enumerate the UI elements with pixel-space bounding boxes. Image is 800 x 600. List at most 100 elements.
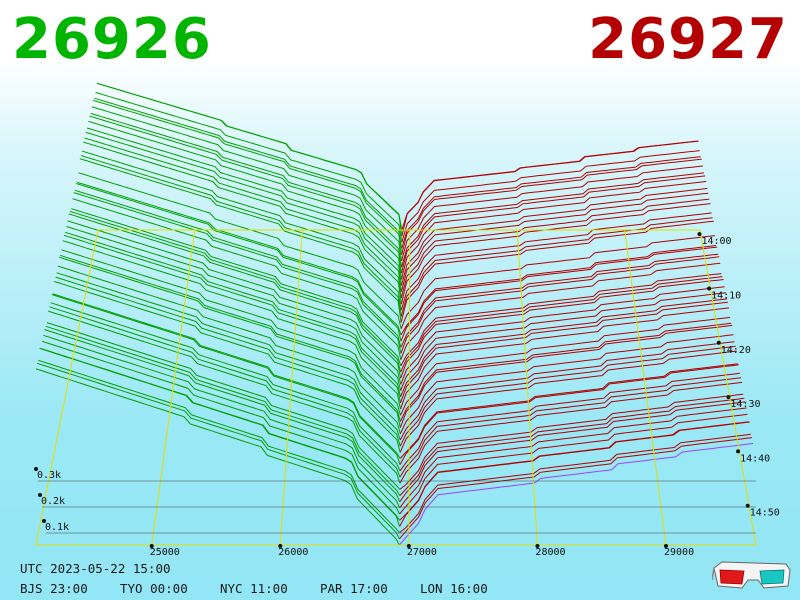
ask-depth-line bbox=[401, 140, 699, 237]
bid-depth-line bbox=[61, 249, 401, 416]
best-ask-price: 26927 bbox=[588, 7, 788, 72]
bid-depth-line bbox=[51, 294, 401, 465]
bid-depth-line bbox=[63, 234, 401, 403]
bid-depth-line bbox=[84, 137, 402, 298]
depth-tick-dot bbox=[42, 519, 46, 523]
ask-depth-line bbox=[399, 322, 732, 422]
price-grid-line bbox=[408, 229, 411, 546]
time-tick-label: 14:10 bbox=[711, 290, 741, 301]
bid-depth-line bbox=[50, 302, 401, 472]
time-tick-label: 14:50 bbox=[750, 508, 780, 519]
time-tick-dot bbox=[736, 449, 741, 454]
bid-depth-line bbox=[89, 115, 402, 274]
bid-depth-line bbox=[52, 293, 401, 459]
price-tick-label: 25000 bbox=[150, 547, 180, 558]
bid-depth-line bbox=[75, 183, 402, 342]
bid-depth-line bbox=[97, 83, 403, 231]
ask-depth-line bbox=[399, 443, 754, 546]
chart-grid bbox=[35, 229, 757, 546]
price-tick-label: 29000 bbox=[664, 547, 694, 558]
ask-depth-line bbox=[400, 253, 719, 348]
3d-glasses-icon[interactable] bbox=[712, 558, 792, 592]
time-tick-dot bbox=[707, 286, 712, 291]
bid-depth-line bbox=[83, 141, 402, 305]
depth-tick-dot bbox=[38, 493, 42, 497]
bid-depth-line bbox=[48, 310, 401, 484]
bid-depth-line bbox=[69, 210, 402, 373]
ask-depth-line bbox=[400, 301, 728, 404]
ask-depth-line bbox=[400, 220, 714, 323]
bid-depth-line bbox=[62, 240, 401, 410]
floor-frame bbox=[35, 229, 757, 546]
bid-depth-line bbox=[91, 106, 403, 261]
ask-depth-line bbox=[400, 217, 713, 317]
bid-depth-line bbox=[90, 112, 403, 268]
bid-depth-line bbox=[38, 359, 400, 533]
ask-depth-line bbox=[400, 246, 718, 342]
ask-depth-line bbox=[399, 350, 737, 453]
timezone-nyc: NYC 11:00 bbox=[220, 581, 288, 596]
ask-depth-line bbox=[399, 377, 742, 478]
price-tick-dot bbox=[406, 544, 411, 548]
price-tick-label: 27000 bbox=[407, 547, 437, 558]
bid-depth-line bbox=[73, 192, 402, 354]
ask-depth-line bbox=[401, 140, 698, 231]
ask-depth-line bbox=[400, 187, 708, 286]
timezone-lon: LON 16:00 bbox=[420, 581, 488, 596]
ask-depth-line bbox=[399, 397, 745, 496]
time-tick-dot bbox=[697, 232, 702, 237]
bid-depth-line bbox=[82, 150, 402, 311]
price-tick-label: 26000 bbox=[278, 547, 308, 558]
bid-depth-line bbox=[92, 99, 403, 255]
ask-depth-line bbox=[401, 172, 705, 268]
bid-depth-line bbox=[35, 368, 400, 546]
bid-depth-line bbox=[68, 213, 402, 379]
ask-depth-line bbox=[400, 298, 727, 397]
price-grid-line bbox=[624, 229, 667, 546]
bid-depth-line bbox=[41, 340, 401, 515]
bid-depth-line bbox=[55, 276, 401, 447]
ask-depth-line bbox=[401, 175, 706, 274]
bid-depth-line bbox=[46, 322, 401, 490]
bid-depth-line bbox=[56, 272, 401, 441]
ask-depth-line bbox=[400, 276, 723, 373]
ask-depth-line bbox=[400, 279, 724, 379]
bid-depth-line bbox=[58, 256, 401, 428]
ask-depth-line bbox=[401, 150, 700, 243]
chart-axis-labels: 25000 26000 27000 28000 29000 0.1k 0.2k 0.3k 14:… bbox=[34, 232, 780, 558]
ask-depth-line bbox=[399, 345, 736, 447]
ask-depth-line bbox=[399, 407, 747, 509]
timezone-par: PAR 17:00 bbox=[320, 581, 388, 596]
ask-depth-line bbox=[401, 156, 701, 249]
ask-depth-line bbox=[399, 437, 752, 540]
depth-tick-label: 0.2k bbox=[41, 496, 65, 507]
price-tick-dot bbox=[149, 544, 154, 548]
ask-depth-line bbox=[399, 364, 739, 465]
bid-depth-line bbox=[60, 254, 401, 422]
bid-depth-line bbox=[96, 82, 403, 237]
price-tick-label: 28000 bbox=[535, 547, 565, 558]
bid-depth-line bbox=[74, 189, 402, 348]
timezone-bjs: BJS 23:00 bbox=[20, 581, 88, 596]
bid-depth-line bbox=[78, 172, 402, 329]
bid-depth-line bbox=[37, 362, 400, 540]
bid-depth-line bbox=[43, 334, 401, 509]
ask-depth-line bbox=[399, 421, 750, 527]
bid-depth-line bbox=[67, 220, 402, 385]
ask-depth-line bbox=[400, 262, 721, 360]
ask-depth-line bbox=[400, 203, 711, 305]
bid-depth-line bbox=[40, 348, 401, 521]
ask-depth-line bbox=[400, 286, 725, 385]
depth-surface bbox=[35, 82, 754, 546]
ask-depth-line bbox=[399, 433, 751, 533]
ask-depth-line bbox=[400, 235, 715, 329]
timezone-tyo: TYO 00:00 bbox=[120, 581, 188, 596]
ask-depth-line bbox=[400, 292, 726, 391]
time-tick-dot bbox=[726, 395, 731, 400]
time-tick-dot bbox=[716, 340, 721, 345]
ask-depth-line bbox=[399, 413, 748, 515]
time-tick-label: 14:20 bbox=[721, 345, 751, 356]
bid-depth-line bbox=[71, 208, 402, 367]
bid-depth-line bbox=[77, 181, 402, 336]
